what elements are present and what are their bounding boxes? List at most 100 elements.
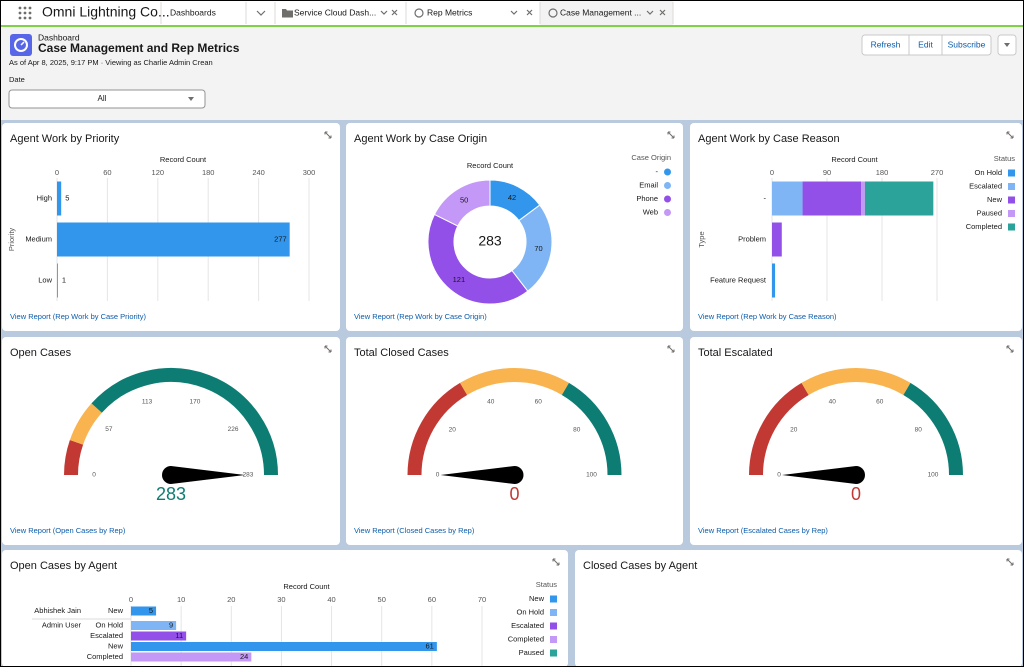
- bar: [131, 631, 187, 641]
- category-label: -: [764, 193, 767, 202]
- panel-background: [2, 337, 340, 545]
- gauge-tick-label: 100: [928, 472, 939, 479]
- panel-title: Open Cases: [10, 347, 72, 359]
- legend-title: Case Origin: [631, 153, 671, 162]
- x-tick-label: 60: [103, 168, 111, 177]
- dashboard-panel: Open Cases by Agent Record Count 0 10 20 30 40…: [2, 550, 568, 667]
- data-label: 5: [149, 606, 153, 615]
- bar-segment: [864, 181, 934, 216]
- y-axis-label: Type: [697, 231, 706, 247]
- x-tick-label: 300: [303, 168, 316, 177]
- x-tick-label: 50: [378, 595, 386, 604]
- expand-icon[interactable]: [667, 345, 675, 353]
- gauge-band: [903, 382, 963, 476]
- gauge-needle: [440, 466, 524, 484]
- data-label: 277: [274, 234, 287, 243]
- category-label: Problem: [738, 234, 766, 243]
- view-report-link[interactable]: View Report (Closed Cases by Rep): [354, 526, 475, 535]
- edit-button[interactable]: Edit: [918, 39, 933, 49]
- data-label: 11: [175, 631, 183, 640]
- legend-label: Completed: [508, 634, 544, 643]
- view-report-link[interactable]: View Report (Rep Work by Case Reason): [698, 312, 837, 321]
- data-label: 1: [62, 275, 66, 284]
- expand-icon[interactable]: [324, 345, 332, 353]
- gauge-tick-label: 60: [535, 398, 543, 405]
- category-label: Medium: [25, 234, 52, 243]
- gauge-tick-label: 20: [790, 426, 798, 433]
- view-report-link[interactable]: View Report (Rep Work by Case Origin): [354, 312, 487, 321]
- legend-label: Paused: [519, 648, 544, 657]
- view-report-link[interactable]: View Report (Escalated Cases by Rep): [698, 526, 828, 535]
- tab-label[interactable]: Rep Metrics: [427, 7, 472, 17]
- y-axis-label: Priority: [7, 228, 16, 252]
- chart-subtitle: Record Count: [467, 161, 514, 170]
- x-tick-label: 180: [202, 168, 215, 177]
- gauge-tick-label: 0: [777, 472, 781, 479]
- panel-title: Agent Work by Case Reason: [698, 133, 840, 145]
- view-report-link[interactable]: View Report (Open Cases by Rep): [10, 526, 126, 535]
- gauge-band: [69, 403, 103, 445]
- legend-label: New: [529, 594, 545, 603]
- bar: [131, 642, 437, 651]
- legend-label: On Hold: [516, 607, 544, 616]
- dashboard-icon-glyph: [14, 38, 28, 52]
- dashboard-panel: Open Cases View Report (Open Cases by Rep…: [2, 337, 340, 545]
- expand-icon[interactable]: [1006, 345, 1014, 353]
- gauge-value: 0: [851, 484, 861, 504]
- app-launcher[interactable]: [18, 6, 32, 20]
- legend-label: Escalated: [511, 621, 544, 630]
- legend-label: Escalated: [969, 181, 1002, 190]
- tab-label[interactable]: Service Cloud Dash...: [294, 7, 376, 17]
- tab-icons: [256, 8, 666, 18]
- gauge-tick-label: 80: [573, 426, 581, 433]
- x-tick-label: 270: [931, 168, 944, 177]
- view-report-link[interactable]: View Report (Rep Work by Case Priority): [10, 312, 147, 321]
- legend-label: Completed: [966, 222, 1002, 231]
- gauge-band: [561, 382, 622, 476]
- legend-marker: [550, 595, 557, 603]
- x-tick-label: 0: [770, 168, 774, 177]
- gauge-tick-label: 170: [190, 399, 201, 406]
- category-label: Escalated: [90, 631, 123, 640]
- dashboard-panel: Agent Work by Case Reason View Report (Re…: [690, 123, 1022, 331]
- filter-label: Date: [9, 75, 25, 84]
- expand-icon[interactable]: [324, 131, 332, 139]
- category-label: New: [108, 641, 124, 650]
- dashboard-subtitle: As of Apr 8, 2025, 9:17 PM · Viewing as …: [9, 58, 213, 67]
- tab-label[interactable]: Case Management ...: [560, 7, 641, 17]
- legend-label: On Hold: [974, 168, 1002, 177]
- expand-icon[interactable]: [667, 131, 675, 139]
- bar-segment: [772, 181, 803, 216]
- filter-select[interactable]: [8, 89, 206, 109]
- object-label: Dashboard: [38, 32, 80, 42]
- tab-label[interactable]: Dashboards: [170, 7, 216, 17]
- expand-icon[interactable]: [1006, 558, 1014, 566]
- expand-icon[interactable]: [552, 558, 560, 566]
- bar: [131, 606, 157, 616]
- donut-slice: [433, 179, 491, 227]
- tab-separators: [160, 2, 674, 24]
- x-tick-label: 70: [478, 595, 486, 604]
- legend-marker: [1008, 183, 1015, 190]
- category-label: On Hold: [95, 620, 123, 629]
- dashboard-icon-glyph: [20, 41, 25, 46]
- expand-icon[interactable]: [1006, 131, 1014, 139]
- bar: [131, 621, 177, 630]
- legend-label: Paused: [977, 208, 1002, 217]
- data-label: 5: [65, 193, 69, 202]
- donut-total: 283: [478, 233, 502, 249]
- tab-underline: [0, 25, 1024, 27]
- legend-label: Web: [643, 207, 658, 216]
- bar: [131, 652, 252, 662]
- category-label: Feature Request: [710, 275, 767, 284]
- gauge-band: [91, 368, 278, 476]
- x-tick-label: 10: [177, 595, 185, 604]
- legend-marker: [664, 168, 671, 176]
- gauge-tick-label: 113: [142, 399, 153, 406]
- subscribe-button[interactable]: Subscribe: [948, 39, 986, 49]
- refresh-button[interactable]: Refresh: [871, 39, 901, 49]
- slice-label: 42: [508, 193, 516, 202]
- donut-slice: [427, 213, 529, 305]
- panel-title: Total Escalated: [698, 347, 773, 359]
